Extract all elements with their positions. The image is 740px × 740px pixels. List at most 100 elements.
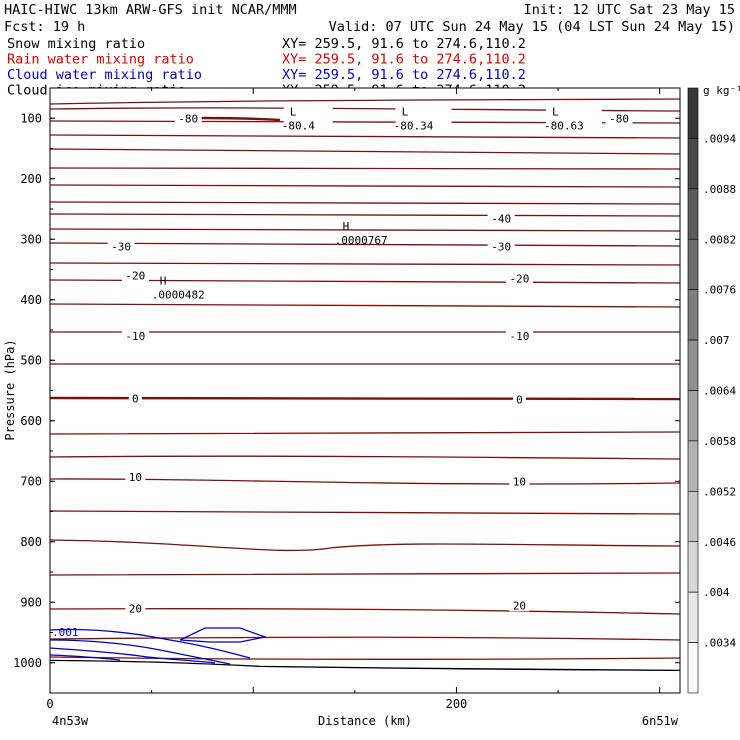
contour-label-bg — [505, 272, 533, 285]
init-time: Init: 12 UTC Sat 23 May 15 — [524, 2, 735, 18]
contour-label-bg — [487, 240, 515, 253]
isotherm-line — [49, 656, 681, 661]
colorbar-label: .007 — [703, 334, 730, 347]
isotherm-line — [49, 510, 681, 515]
extremum-marker: H — [160, 275, 167, 288]
contour-label-bg — [121, 269, 149, 282]
isotherm-line — [49, 455, 681, 460]
extremum-value: -80.63 — [544, 119, 584, 132]
colorbar-label: .0034 — [703, 637, 736, 650]
extremum-value: -80.4 — [282, 119, 315, 132]
contour-label: -80 — [609, 112, 629, 125]
contour-label: -80 — [178, 112, 198, 125]
field-xy: XY= 259.5, 91.6 to 274.6,110.2 — [282, 67, 526, 83]
colorbar-label: .0082 — [703, 233, 736, 246]
contour-label-bg — [512, 393, 526, 406]
contour-label: 10 — [129, 471, 142, 484]
contour-label-bg — [125, 471, 146, 484]
y-tick-label: 400 — [20, 293, 42, 307]
field-xy: XY= 259.5, 91.6 to 274.6,110.2 — [282, 52, 526, 68]
isotherm-line — [49, 242, 681, 247]
isotherm-line — [49, 572, 681, 576]
isotherm-line — [49, 262, 681, 266]
colorbar-segment — [687, 289, 699, 341]
contour-label-bg — [107, 240, 135, 253]
extremum-marker: L — [552, 105, 559, 118]
cloud-water-contour — [179, 627, 268, 643]
plot-background — [50, 88, 680, 693]
field-name: Cloud water mixing ratio — [7, 67, 202, 83]
contour-label: -10 — [510, 330, 530, 343]
contour-label: -30 — [111, 241, 131, 254]
isotherm-line — [49, 539, 681, 552]
isotherm-line — [49, 98, 681, 105]
extremum-label-bg — [545, 104, 602, 133]
extremum-marker: L — [402, 105, 409, 118]
colorbar-segment — [687, 491, 699, 543]
contour-label-bg — [174, 112, 202, 125]
colorbar-segment — [687, 642, 699, 694]
contour-label: 20 — [513, 599, 526, 612]
colorbar-unit: g kg⁻¹ — [703, 84, 740, 97]
colorbar-segment — [687, 440, 699, 492]
isotherm-line — [49, 303, 681, 308]
isotherm-line — [49, 636, 681, 641]
contour-label-bg — [509, 475, 530, 488]
y-tick-label: 700 — [20, 474, 42, 488]
isotherm-line — [49, 213, 681, 217]
contour-label-bg — [487, 212, 515, 225]
x-axis-label: Distance (km) — [318, 714, 412, 728]
y-tick-label: 800 — [20, 535, 42, 549]
contour-label: 20 — [129, 602, 142, 615]
isotherm-line — [49, 201, 681, 205]
extremum-label-bg — [395, 104, 452, 133]
isotherm-line-bold — [199, 116, 281, 122]
colorbar-segment — [687, 87, 699, 139]
contour-label-bg — [128, 392, 142, 405]
field-name: Snow mixing ratio — [7, 36, 145, 52]
isotherm-line — [49, 478, 681, 485]
y-tick-label: 500 — [20, 353, 42, 367]
chart-header: HAIC-HIWC 13km ARW-GFS init NCAR/MMM Ini… — [4, 2, 735, 99]
y-tick-label: 300 — [20, 232, 42, 246]
contour-label-bg — [505, 330, 533, 343]
x-tick-label: 200 — [446, 697, 468, 711]
x-end-label-left: 4n53w — [52, 714, 89, 728]
colorbar-label: .0052 — [703, 485, 736, 498]
colorbar-label: .004 — [703, 586, 730, 599]
colorbar-label: .0076 — [703, 284, 736, 297]
x-tick-label: 0 — [46, 697, 53, 711]
contour-label: 0 — [516, 394, 523, 407]
title-left: HAIC-HIWC 13km ARW-GFS init NCAR/MMM — [4, 2, 297, 18]
contour-label-bg — [509, 599, 530, 612]
extremum-marker: H — [343, 220, 350, 233]
cloud-water-contour — [49, 654, 121, 661]
contour-label: -30 — [491, 241, 511, 254]
extremum-marker: L — [290, 105, 297, 118]
extremum-value: .0000767 — [335, 234, 388, 247]
colorbar-segment — [687, 339, 699, 391]
colorbar-label: .0058 — [703, 435, 736, 448]
isotherm-line — [49, 184, 681, 188]
colorbar-label: .0094 — [703, 132, 736, 145]
colorbar-label: .0046 — [703, 536, 736, 549]
colorbar-segment — [687, 591, 699, 643]
extremum-label-bg — [283, 104, 333, 133]
extremum-value: -80.34 — [394, 119, 434, 132]
below-ground-area — [50, 661, 680, 693]
colorbar-label: .0064 — [703, 385, 736, 398]
field-xy: XY= 259.5, 91.6 to 274.6,110.2 — [282, 36, 526, 52]
contour-label: 10 — [513, 475, 526, 488]
contour-label: -20 — [510, 273, 530, 286]
contour-label: 0 — [132, 392, 139, 405]
colorbar-label: .0088 — [703, 183, 736, 196]
colorbar-segment — [687, 138, 699, 190]
colorbar-segment — [687, 390, 699, 442]
forecast-hour: Fcst: 19 h — [4, 19, 85, 35]
contour-label-bg — [125, 602, 146, 615]
isotherm-line — [49, 228, 681, 232]
y-tick-label: 600 — [20, 414, 42, 428]
y-tick-label: 1000 — [13, 656, 42, 670]
cloud-water-contour — [49, 647, 216, 664]
